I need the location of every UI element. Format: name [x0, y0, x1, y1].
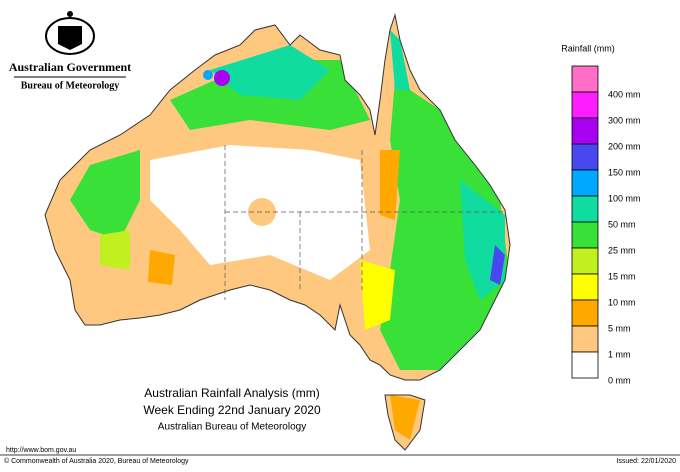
legend-swatch — [571, 91, 599, 119]
legend-swatch — [571, 351, 599, 379]
footer-issued: Issued: 22/01/2020 — [616, 458, 676, 465]
legend-swatch — [571, 299, 599, 327]
footer-copyright: © Commonwealth of Australia 2020, Bureau… — [4, 457, 189, 465]
map-subtitle: Week Ending 22nd January 2020 — [143, 403, 321, 417]
legend-label: 5 mm — [608, 323, 631, 333]
legend-swatch — [571, 169, 599, 197]
legend-label: 400 mm — [608, 89, 641, 99]
legend-swatch — [571, 117, 599, 145]
map-source: Australian Bureau of Meteorology — [158, 422, 306, 433]
legend-swatch — [571, 273, 599, 301]
legend-label: 15 mm — [608, 271, 636, 281]
legend-swatch — [571, 195, 599, 223]
map-title: Australian Rainfall Analysis (mm) — [144, 386, 319, 400]
legend-label: 50 mm — [608, 219, 636, 229]
legend-label: 200 mm — [608, 141, 641, 151]
legend-label: 10 mm — [608, 297, 636, 307]
footer-url: http://www.bom.gov.au — [6, 447, 76, 454]
legend-swatch — [571, 325, 599, 353]
legend-swatch — [571, 221, 599, 249]
state-borders — [224, 145, 505, 300]
legend-swatch — [571, 65, 599, 93]
government-name: Australian Government — [9, 60, 131, 74]
legend-label: 150 mm — [608, 167, 641, 177]
legend-label: 300 mm — [608, 115, 641, 125]
legend-swatch — [571, 247, 599, 275]
crest — [45, 11, 95, 55]
legend-label: 100 mm — [608, 193, 641, 203]
legend: 400 mm 300 mm 200 mm 150 mm 100 mm 50 mm 25 mm… — [571, 65, 641, 385]
legend-label: 1 mm — [608, 349, 631, 359]
legend-swatch — [571, 143, 599, 171]
legend-title: Rainfall (mm) — [561, 43, 615, 53]
legend-label: 25 mm — [608, 245, 636, 255]
legend-label: 0 mm — [608, 375, 631, 385]
bureau-name: Bureau of Meteorology — [21, 80, 120, 91]
